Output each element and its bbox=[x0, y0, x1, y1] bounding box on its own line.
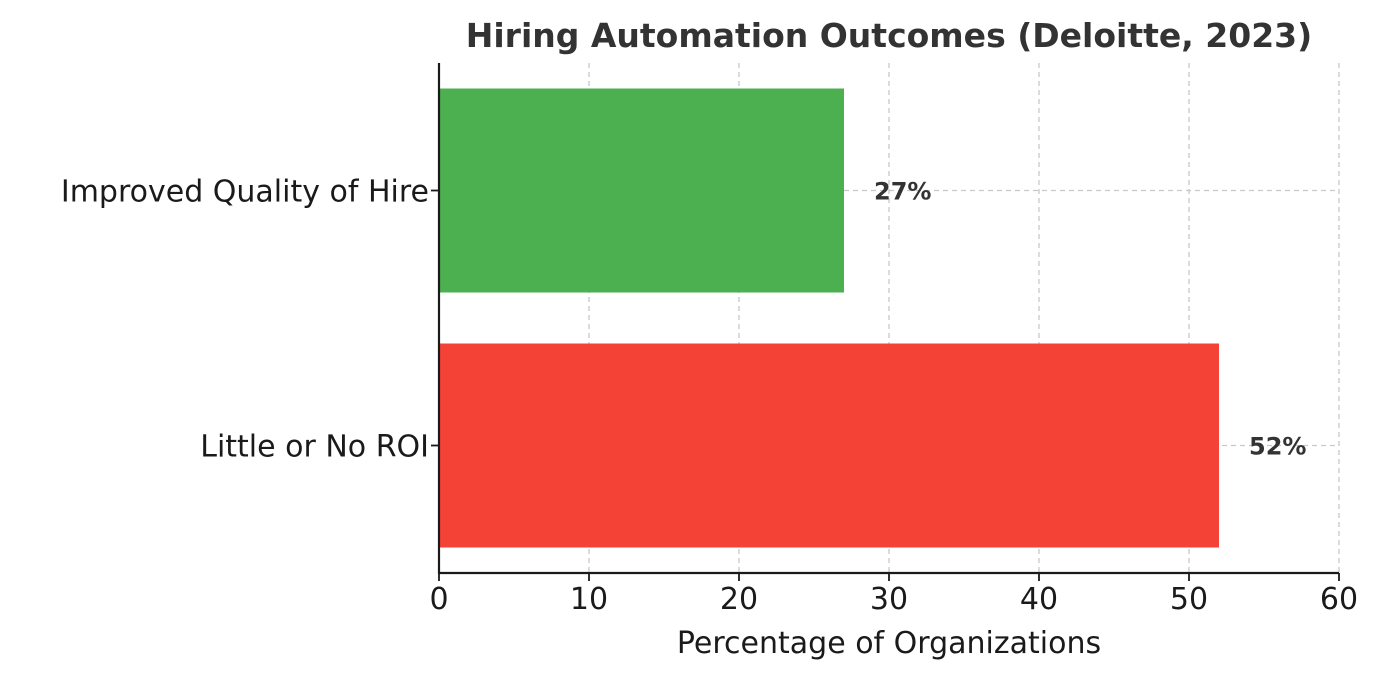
data-label: 52% bbox=[1249, 433, 1306, 461]
bar bbox=[439, 88, 844, 293]
x-tick-label: 30 bbox=[870, 582, 908, 617]
x-tick-label: 0 bbox=[429, 582, 448, 617]
category-label: Little or No ROI bbox=[200, 430, 429, 465]
bars bbox=[439, 88, 1219, 548]
x-tick-label: 50 bbox=[1170, 582, 1208, 617]
data-label: 27% bbox=[874, 178, 931, 206]
x-tick-label: 20 bbox=[720, 582, 758, 617]
x-axis-label: Percentage of Organizations bbox=[677, 626, 1101, 661]
category-label: Improved Quality of Hire bbox=[61, 175, 429, 210]
labels: 27% 52% 0 10 20 30 40 50 60 Improved Quality of H… bbox=[61, 175, 1358, 618]
x-tick-label: 10 bbox=[570, 582, 608, 617]
chart-title: Hiring Automation Outcomes (Deloitte, 20… bbox=[466, 16, 1312, 55]
bar bbox=[439, 343, 1219, 548]
x-tick-label: 60 bbox=[1320, 582, 1358, 617]
x-tick-label: 40 bbox=[1020, 582, 1058, 617]
axes bbox=[431, 63, 1340, 581]
